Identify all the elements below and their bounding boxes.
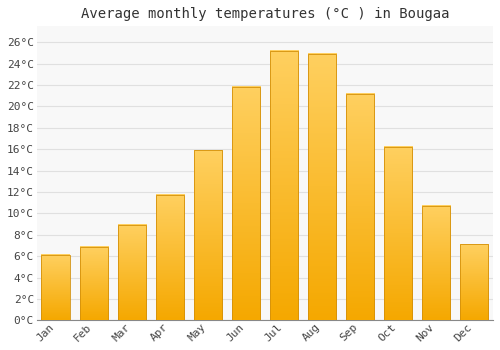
Bar — [346, 94, 374, 320]
Bar — [80, 246, 108, 320]
Bar — [270, 51, 298, 320]
Bar — [460, 244, 488, 320]
Bar — [118, 225, 146, 320]
Bar — [194, 150, 222, 320]
Bar — [42, 255, 70, 320]
Bar — [156, 195, 184, 320]
Bar — [422, 206, 450, 320]
Bar — [308, 54, 336, 320]
Title: Average monthly temperatures (°C ) in Bougaa: Average monthly temperatures (°C ) in Bo… — [80, 7, 449, 21]
Bar — [232, 87, 260, 320]
Bar — [384, 147, 412, 320]
